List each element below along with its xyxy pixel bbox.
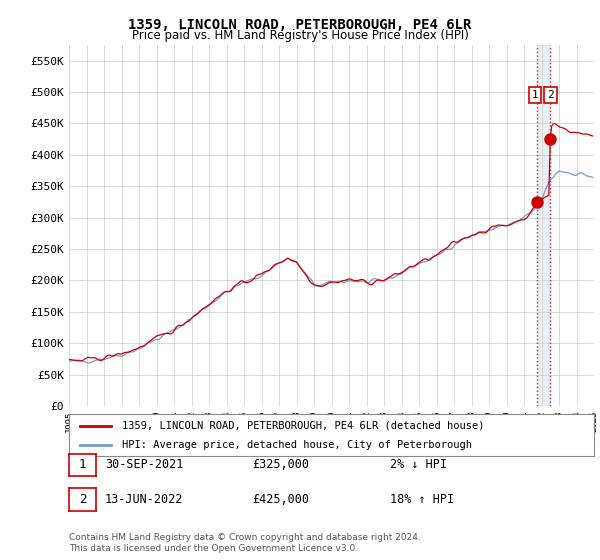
Text: £325,000: £325,000: [252, 458, 309, 472]
Text: 30-SEP-2021: 30-SEP-2021: [105, 458, 184, 472]
Text: 18% ↑ HPI: 18% ↑ HPI: [390, 493, 454, 506]
Text: 2: 2: [547, 90, 554, 100]
Text: 1: 1: [532, 90, 538, 100]
Text: 1: 1: [79, 458, 86, 472]
Text: 13-JUN-2022: 13-JUN-2022: [105, 493, 184, 506]
Text: £425,000: £425,000: [252, 493, 309, 506]
Text: Price paid vs. HM Land Registry's House Price Index (HPI): Price paid vs. HM Land Registry's House …: [131, 29, 469, 42]
Text: Contains HM Land Registry data © Crown copyright and database right 2024.
This d: Contains HM Land Registry data © Crown c…: [69, 533, 421, 553]
Text: 1359, LINCOLN ROAD, PETERBOROUGH, PE4 6LR (detached house): 1359, LINCOLN ROAD, PETERBOROUGH, PE4 6L…: [121, 421, 484, 431]
Text: HPI: Average price, detached house, City of Peterborough: HPI: Average price, detached house, City…: [121, 440, 472, 450]
Text: 2: 2: [79, 493, 86, 506]
Bar: [537, 45, 550, 406]
Text: 2% ↓ HPI: 2% ↓ HPI: [390, 458, 447, 472]
Text: 1359, LINCOLN ROAD, PETERBOROUGH, PE4 6LR: 1359, LINCOLN ROAD, PETERBOROUGH, PE4 6L…: [128, 18, 472, 32]
